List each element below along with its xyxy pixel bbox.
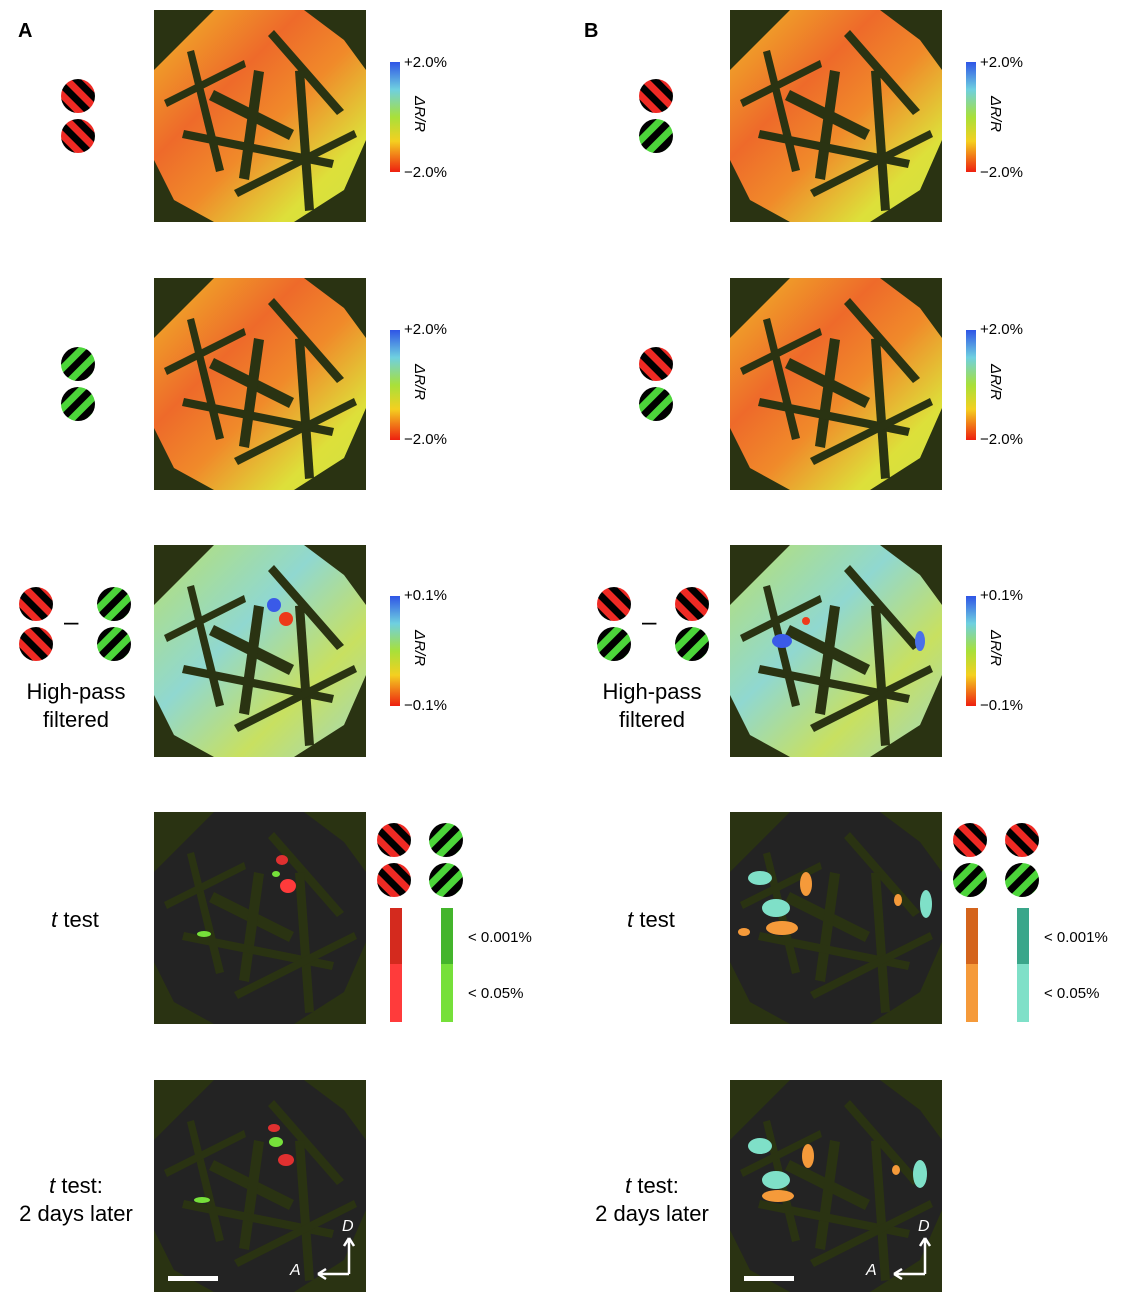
pvalue-bar-weak-green [441, 964, 453, 1022]
panel-label-b: B [584, 20, 599, 42]
t-test-map [730, 812, 942, 1024]
minus-sign: – [642, 606, 657, 636]
stimulus-red-green-alt [638, 346, 674, 431]
pvalue-bar-strong-green [441, 908, 453, 964]
stimulus-red-green-alt [1004, 822, 1040, 907]
row-label-high-pass: High-pass filtered [582, 678, 722, 734]
stimulus-red-red [18, 586, 54, 671]
axis-dorsal-label: D [342, 1218, 354, 1235]
colorbar-quantity: ΔR/R [411, 96, 428, 132]
scale-bar [744, 1276, 794, 1281]
row-label-t-test: t test [596, 906, 706, 934]
stimulus-green-green [96, 586, 132, 671]
row-label-line2: 2 days later [595, 1201, 709, 1226]
colorbar-max: +2.0% [980, 321, 1023, 338]
reflectance-map [730, 278, 942, 490]
pvalue-bar-strong-red [390, 908, 402, 964]
stimulus-red-red [60, 78, 96, 163]
stimulus-red-green [596, 586, 632, 671]
stimulus-red-green [638, 78, 674, 163]
colorbar-quantity: ΔR/R [987, 630, 1004, 666]
colorbar-quantity: ΔR/R [411, 630, 428, 666]
row-label-line1: High-pass [602, 679, 702, 704]
pvalue-strong-label: < 0.001% [1044, 929, 1108, 946]
t-test-rest: test [57, 907, 99, 932]
colorbar [390, 62, 400, 172]
colorbar-quantity: ΔR/R [411, 364, 428, 400]
t-test-later-map: D A [730, 1080, 942, 1292]
t-test-rest: test [633, 907, 675, 932]
colorbar-quantity: ΔR/R [987, 96, 1004, 132]
stimulus-green-green [428, 822, 464, 907]
pvalue-strong-label: < 0.001% [468, 929, 532, 946]
colorbar [390, 330, 400, 440]
pvalue-weak-label: < 0.05% [468, 985, 524, 1002]
colorbar-min: −2.0% [404, 431, 447, 448]
row-label-line2: 2 days later [19, 1201, 133, 1226]
pvalue-bar-weak-teal [1017, 964, 1029, 1022]
cortex-vessel-pattern [154, 10, 366, 222]
row-label-line1: High-pass [26, 679, 126, 704]
minus-sign: – [64, 606, 79, 636]
row-label-line2: filtered [618, 707, 686, 732]
colorbar-max: +0.1% [980, 587, 1023, 604]
t-test-later-map: D A [154, 1080, 366, 1292]
colorbar [966, 62, 976, 172]
colorbar [390, 596, 400, 706]
colorbar-min: −2.0% [404, 164, 447, 181]
colorbar-max: +2.0% [404, 54, 447, 71]
stimulus-red-green-alt [674, 586, 710, 671]
scale-bar [168, 1276, 218, 1281]
colorbar [966, 596, 976, 706]
t-test-map [154, 812, 366, 1024]
axis-dorsal-label: D [918, 1218, 930, 1235]
colorbar-max: +0.1% [404, 587, 447, 604]
colorbar-quantity: ΔR/R [987, 364, 1004, 400]
axis-anterior-label: A [290, 1262, 301, 1279]
colorbar-min: −2.0% [980, 431, 1023, 448]
reflectance-map-high-pass [154, 545, 366, 757]
row-label-t-test-later: t test: 2 days later [6, 1172, 146, 1228]
orientation-arrows [893, 1237, 932, 1281]
pvalue-bar-weak-red [390, 964, 402, 1022]
reflectance-map-high-pass [730, 545, 942, 757]
t-italic: t [49, 1173, 56, 1198]
row-label-t-test: t test [20, 906, 130, 934]
stimulus-red-green [952, 822, 988, 907]
colorbar-max: +2.0% [404, 321, 447, 338]
stimulus-red-red [376, 822, 412, 907]
colorbar-min: −2.0% [980, 164, 1023, 181]
row-label-t-test-later: t test: 2 days later [582, 1172, 722, 1228]
t-italic: t [51, 907, 58, 932]
stimulus-green-green [60, 346, 96, 431]
t-italic: t [625, 1173, 632, 1198]
axis-anterior-label: A [866, 1262, 877, 1279]
reflectance-map [730, 10, 942, 222]
orientation-arrows [317, 1237, 356, 1281]
colorbar-min: −0.1% [404, 697, 447, 714]
t-test-rest: test: [631, 1173, 679, 1198]
t-italic: t [627, 907, 634, 932]
colorbar [966, 330, 976, 440]
t-test-rest: test: [55, 1173, 103, 1198]
row-label-high-pass: High-pass filtered [6, 678, 146, 734]
pvalue-bar-strong-orange [966, 908, 978, 964]
colorbar-min: −0.1% [980, 697, 1023, 714]
pvalue-bar-weak-orange [966, 964, 978, 1022]
reflectance-map [154, 278, 366, 490]
panel-label-a: A [18, 20, 33, 42]
reflectance-map [154, 10, 366, 222]
pvalue-bar-strong-teal [1017, 908, 1029, 964]
row-label-line2: filtered [42, 707, 110, 732]
pvalue-weak-label: < 0.05% [1044, 985, 1100, 1002]
colorbar-max: +2.0% [980, 54, 1023, 71]
